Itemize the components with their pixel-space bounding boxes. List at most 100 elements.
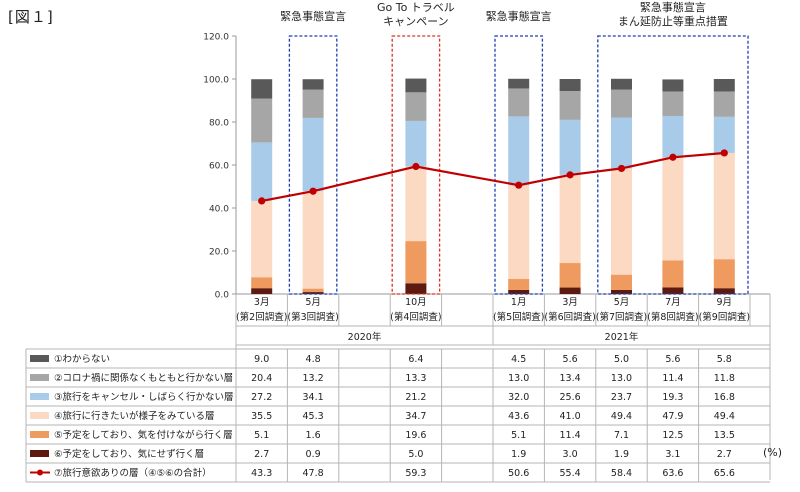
table-value: 43.3: [251, 468, 272, 479]
bar-segment-1: [559, 287, 581, 294]
bar-segment-5: [405, 92, 427, 121]
table-value: 13.0: [611, 373, 632, 384]
table-value: 59.3: [405, 468, 426, 479]
table-value: 2.7: [717, 449, 732, 460]
table-value: 2.7: [254, 449, 269, 460]
annotation-text: Go To トラベル: [377, 1, 455, 14]
bar-segment-5: [302, 89, 324, 118]
line-point: [566, 171, 574, 179]
bar-segment-4: [405, 120, 427, 167]
table-value: 3.1: [665, 449, 680, 460]
table-value: 19.3: [662, 392, 683, 403]
table-value: 13.3: [405, 373, 426, 384]
bar-segment-2: [251, 277, 273, 289]
bar-segment-5: [611, 89, 632, 118]
annotation-box-4: [597, 35, 749, 295]
y-tick-label: 80.0: [209, 119, 229, 129]
x-tick-label: 5月: [305, 297, 321, 308]
bar-segment-3: [251, 200, 273, 278]
bar-segment-1: [508, 289, 530, 294]
table-value: 9.0: [254, 354, 269, 365]
table-value: 13.2: [303, 373, 324, 384]
y-tick-label: 60.0: [209, 162, 229, 172]
table-value: 5.6: [563, 354, 578, 365]
bar-segment-4: [611, 117, 632, 169]
table-value: 7.1: [614, 430, 629, 441]
table-value: 43.6: [508, 411, 529, 422]
table-value: 20.4: [251, 373, 272, 384]
annotation-text: まん延防止等重点措置: [618, 14, 728, 28]
table-value: 5.6: [665, 354, 680, 365]
x-tick-label: 3月: [562, 297, 578, 308]
table-value: 21.2: [405, 392, 426, 403]
table-value: 63.6: [662, 468, 683, 479]
table-value: 1.9: [511, 449, 526, 460]
annotation-text: 緊急事態宣言: [486, 9, 552, 23]
annotation-box-3: [494, 35, 544, 295]
table-value: 3.0: [563, 449, 578, 460]
table-value: 5.1: [254, 430, 269, 441]
bar-segment-1: [713, 288, 735, 294]
table-value: 58.4: [611, 468, 632, 479]
table-value: 47.9: [662, 411, 683, 422]
table-value: 34.7: [405, 411, 426, 422]
x-survey-label: (第9回調査): [699, 311, 750, 323]
table-value: 13.0: [508, 373, 529, 384]
annotation-text: 緊急事態宣言: [640, 0, 706, 14]
year-label: 2021年: [605, 331, 639, 343]
table-value: 49.4: [611, 411, 632, 422]
table-value: 4.8: [306, 354, 321, 365]
bar-segment-6: [302, 79, 324, 90]
bar-segment-6: [405, 78, 427, 93]
bar-segment-3: [405, 166, 427, 242]
bar-segment-1: [251, 288, 273, 294]
x-tick-label: 7月: [665, 297, 681, 308]
bar-segment-2: [302, 288, 324, 293]
x-survey-label: (第3回調査): [287, 311, 338, 323]
bar-segment-3: [713, 152, 735, 260]
table-value: 13.5: [714, 430, 735, 441]
bar-segment-6: [713, 79, 735, 92]
table-value: 41.0: [560, 411, 581, 422]
legend-marker: [37, 469, 43, 476]
y-tick-label: 100.0: [203, 76, 229, 86]
x-tick-label: 3月: [254, 297, 270, 308]
legend-entry: ②コロナ禍に関係なくもともと行かない層: [54, 372, 233, 384]
x-tick-label: 5月: [614, 297, 630, 308]
table-value: 55.4: [560, 468, 581, 479]
legend-swatch: [30, 393, 49, 400]
y-tick-label: 20.0: [209, 248, 229, 258]
bar-segment-6: [559, 79, 581, 92]
bar-segment-2: [713, 259, 735, 289]
x-tick-label: 1月: [511, 297, 527, 308]
annotation-box-1: [288, 35, 338, 295]
x-survey-label: (第2回調査): [236, 311, 287, 323]
y-tick-label: 40.0: [209, 205, 229, 215]
line-series: [261, 151, 725, 202]
bar-segment-2: [508, 278, 530, 290]
legend-entry: ⑦旅行意欲ありの層（④⑤⑥の合計）: [54, 467, 212, 479]
bar-segment-2: [405, 241, 427, 284]
year-label: 2020年: [348, 331, 382, 343]
bar-segment-3: [662, 157, 684, 261]
table-value: 1.9: [614, 449, 629, 460]
x-survey-label: (第6回調査): [544, 311, 595, 323]
line-point: [258, 197, 266, 205]
unit-label: (%): [763, 446, 783, 459]
legend-swatch: [30, 374, 49, 381]
bar-segment-2: [662, 260, 684, 288]
table-value: 65.6: [714, 468, 735, 479]
bar-segment-2: [559, 263, 581, 288]
table-value: 27.2: [251, 392, 272, 403]
bar-segment-5: [508, 88, 530, 117]
table-value: 32.0: [508, 392, 529, 403]
bar-segment-3: [302, 191, 324, 289]
table-value: 4.5: [511, 354, 526, 365]
line-point: [309, 187, 317, 195]
legend-entry: ④旅行に行きたいが様子をみている層: [54, 410, 215, 422]
table-value: 50.6: [508, 468, 529, 479]
bar-segment-5: [251, 98, 273, 143]
bar-segment-4: [713, 116, 735, 153]
bar-segment-1: [662, 287, 684, 294]
